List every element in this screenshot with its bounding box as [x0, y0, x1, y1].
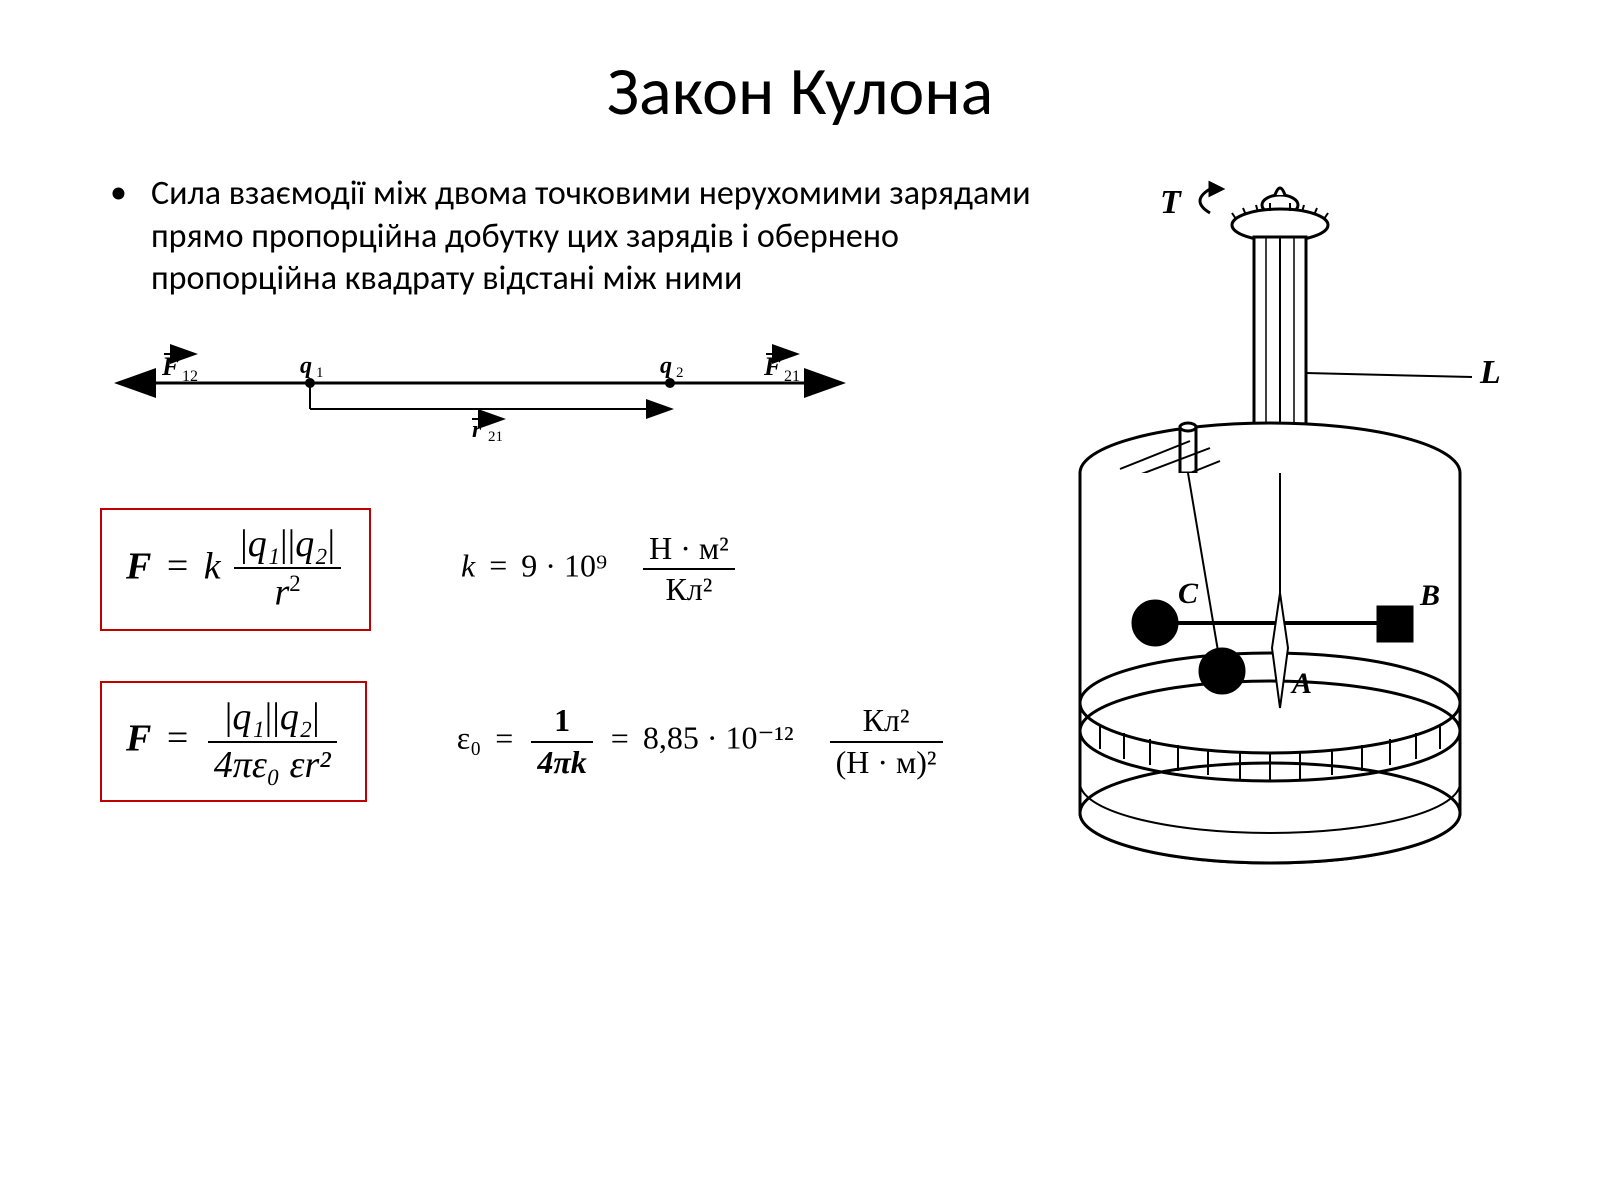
svg-text:21: 21 — [488, 429, 503, 443]
bullet-marker: • — [110, 173, 127, 213]
apparatus-label-t: T — [1160, 184, 1182, 221]
svg-text:q: q — [300, 353, 312, 379]
formula1-q2: q₂ — [288, 523, 335, 565]
formula-row-2: F = q₁q₂ 4πε₀ εr² ε₀ = 1 — [100, 681, 1040, 803]
formula-f-boxed: F = k q₁q₂ r2 — [100, 508, 371, 631]
svg-text:1: 1 — [316, 365, 324, 381]
bullet-text: Сила взаємодії між двома точковими нерух… — [151, 173, 1040, 301]
formula1-k: k — [204, 545, 221, 587]
apparatus-label-c: C — [1178, 577, 1199, 610]
k-constant: k = 9 · 10⁹ Н · м² Кл² — [461, 531, 739, 607]
formula-f2-boxed: F = q₁q₂ 4πε₀ εr² — [100, 681, 367, 803]
force-vector-diagram: F 12 q 1 q 2 F 21 r 21 — [100, 343, 860, 443]
slide-title: Закон Кулона — [100, 50, 1500, 133]
svg-text:21: 21 — [784, 368, 800, 385]
svg-text:F: F — [161, 352, 179, 381]
svg-text:F: F — [763, 352, 781, 381]
apparatus-label-l: L — [1479, 354, 1500, 391]
svg-text:12: 12 — [182, 368, 198, 385]
left-column: • Сила взаємодії між двома точковими нер… — [100, 173, 1060, 852]
bullet-item: • Сила взаємодії між двома точковими нер… — [100, 173, 1040, 301]
svg-text:2: 2 — [676, 365, 684, 381]
svg-text:q: q — [660, 353, 672, 379]
formula1-q1: q₁ — [240, 523, 287, 565]
formula-row-1: F = k q₁q₂ r2 k = 9 · 10⁹ — [100, 508, 1040, 631]
svg-text:r: r — [472, 417, 482, 443]
formula1-lhs: F — [126, 545, 151, 587]
apparatus-label-a: A — [1290, 667, 1312, 700]
formula1-r: r — [275, 572, 290, 614]
apparatus-label-b: B — [1419, 579, 1440, 612]
apparatus-figure: T L C B A — [1060, 173, 1500, 918]
eps-constant: ε₀ = 1 4πk = 8,85 · 10⁻¹² Кл² (Н · м)² — [457, 703, 947, 779]
